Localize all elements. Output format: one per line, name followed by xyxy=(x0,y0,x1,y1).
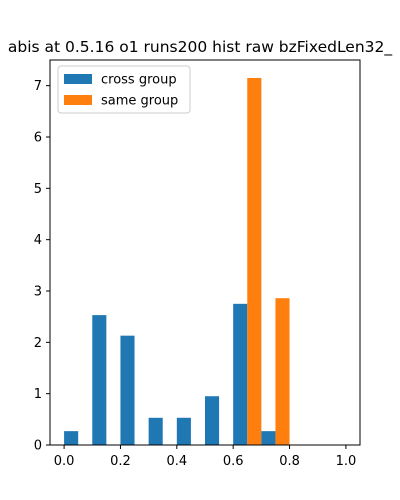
y-tick-label: 0 xyxy=(34,439,42,454)
bar-same-group-bin-6 xyxy=(247,77,262,445)
x-tick-label: 1.0 xyxy=(336,454,357,469)
bar-same-group-bin-7 xyxy=(275,298,290,445)
axes-layer: 0.0 0.2 0.4 0.6 0.8 1.0 0 1 2 3 4 5 6 7 xyxy=(34,59,361,469)
x-tick-label: 0.4 xyxy=(166,454,187,469)
bar-cross-group-bin-6 xyxy=(233,303,248,445)
legend-label-same-group: same group xyxy=(101,94,178,109)
y-tick-label: 4 xyxy=(34,233,42,248)
y-tick-label: 5 xyxy=(34,182,42,197)
chart-title: abis at 0.5.16 o1 runs200 hist raw bzFix… xyxy=(8,38,393,57)
y-tick-label: 6 xyxy=(34,131,42,146)
x-tick-label: 0.2 xyxy=(110,454,131,469)
legend-swatch-same-group xyxy=(64,95,92,105)
legend-label-cross-group: cross group xyxy=(101,73,177,88)
bar-cross-group-bin-1 xyxy=(92,315,107,445)
y-tick-label: 1 xyxy=(34,387,42,402)
plot-frame xyxy=(49,59,361,446)
bar-cross-group-bin-2 xyxy=(120,335,135,445)
x-tick-label: 0.8 xyxy=(279,454,300,469)
legend-swatch-cross-group xyxy=(64,74,92,84)
bar-cross-group-bin-3 xyxy=(148,417,163,445)
bar-cross-group-bin-4 xyxy=(176,417,191,445)
y-tick-label: 3 xyxy=(34,285,42,300)
x-tick-label: 0.6 xyxy=(223,454,244,469)
y-tick-label: 7 xyxy=(34,79,42,94)
x-tick-label: 0.0 xyxy=(54,454,75,469)
legend: cross group same group xyxy=(57,65,191,114)
bar-cross-group-bin-7 xyxy=(261,431,276,445)
y-tick-label: 2 xyxy=(34,336,42,351)
bars-layer xyxy=(64,77,290,445)
bar-cross-group-bin-5 xyxy=(205,396,220,445)
bar-cross-group-bin-0 xyxy=(64,431,79,445)
